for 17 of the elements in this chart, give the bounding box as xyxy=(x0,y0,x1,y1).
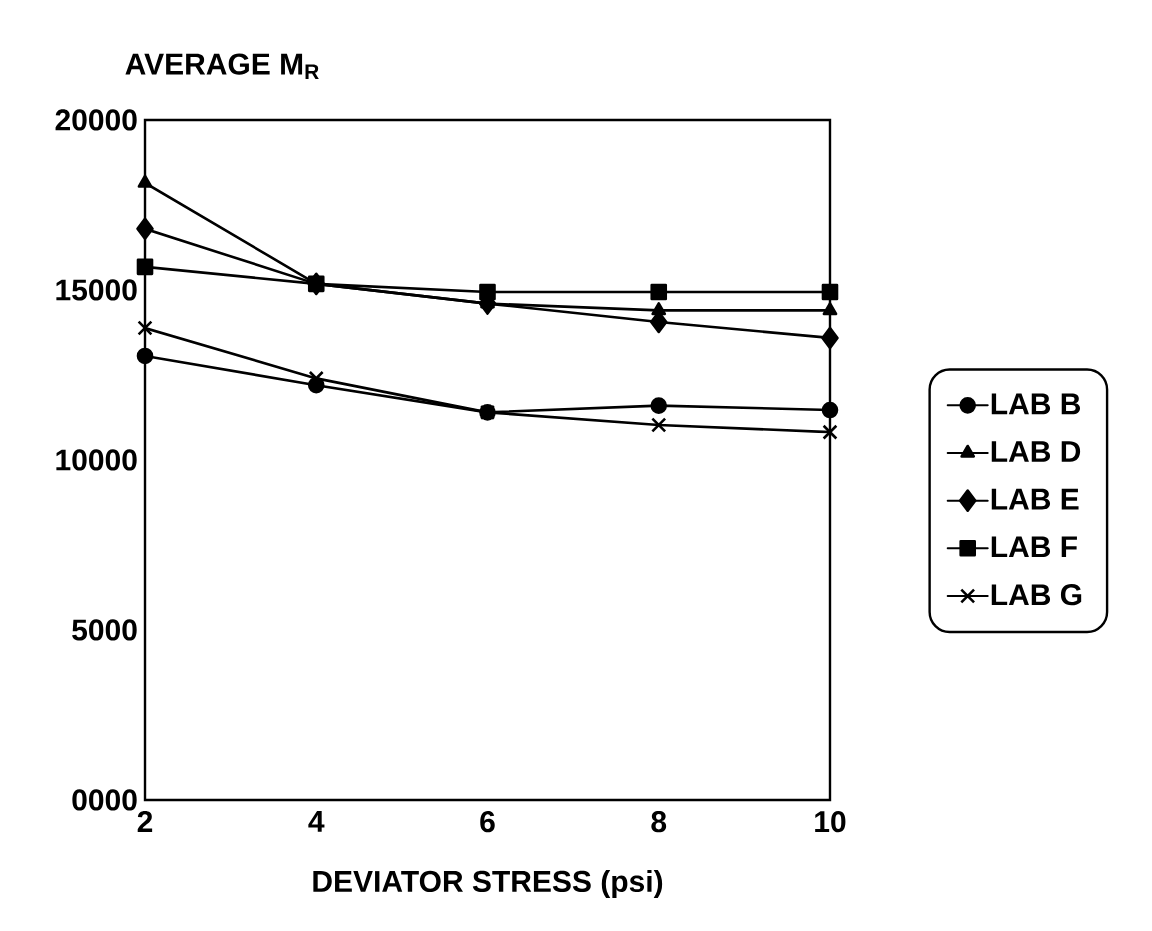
y-tick-label: 15000 xyxy=(56,279,137,301)
legend-label: LAB F xyxy=(991,536,1077,558)
y-tick-label: 5000 xyxy=(72,619,137,641)
x-tick-label: 10 xyxy=(815,811,846,833)
x-axis-title: DEVIATOR STRESS (psi) xyxy=(313,870,663,898)
legend-label: LAB G xyxy=(991,584,1082,606)
legend-label: LAB B xyxy=(991,393,1081,415)
y-tick-label: 20000 xyxy=(55,109,137,131)
x-tick-label: 6 xyxy=(480,811,495,833)
y-axis-title: AVERAGE M$_{R}$ xyxy=(125,53,319,79)
x-tick-label: 2 xyxy=(137,811,153,832)
y-tick-label: 10000 xyxy=(56,449,137,471)
y-tick-label: 0000 xyxy=(72,789,137,811)
x-tick-label: 8 xyxy=(651,811,667,833)
legend-label: LAB D xyxy=(991,441,1081,462)
legend-label: LAB E xyxy=(991,488,1079,510)
x-tick-label: 4 xyxy=(308,811,325,832)
